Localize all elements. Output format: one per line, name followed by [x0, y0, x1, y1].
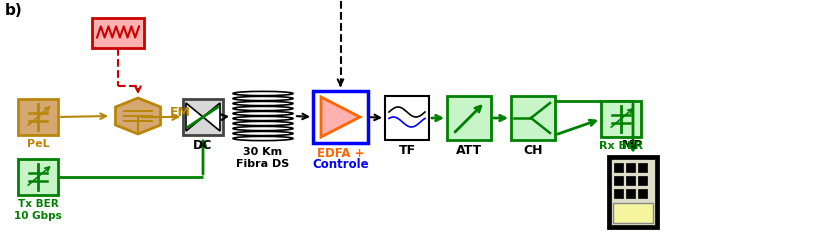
Text: ATT: ATT [456, 144, 482, 157]
Polygon shape [321, 97, 360, 137]
Polygon shape [186, 103, 203, 131]
FancyBboxPatch shape [18, 99, 58, 135]
Ellipse shape [233, 96, 293, 100]
Polygon shape [203, 103, 220, 131]
Ellipse shape [233, 116, 293, 121]
FancyBboxPatch shape [601, 101, 641, 137]
FancyBboxPatch shape [626, 189, 635, 198]
Ellipse shape [233, 91, 293, 96]
Ellipse shape [233, 136, 293, 140]
FancyBboxPatch shape [608, 156, 658, 228]
Ellipse shape [233, 122, 293, 126]
Ellipse shape [233, 126, 293, 130]
FancyBboxPatch shape [92, 18, 144, 48]
FancyBboxPatch shape [18, 159, 58, 195]
FancyBboxPatch shape [638, 176, 647, 185]
FancyBboxPatch shape [613, 203, 653, 223]
Text: MP: MP [622, 139, 643, 152]
FancyBboxPatch shape [614, 163, 623, 172]
Text: 30 Km
Fibra DS: 30 Km Fibra DS [237, 147, 289, 169]
Text: b): b) [5, 3, 23, 18]
Ellipse shape [233, 112, 293, 116]
FancyBboxPatch shape [447, 96, 491, 140]
Text: Tx BER
10 Gbps: Tx BER 10 Gbps [14, 199, 62, 220]
Text: Controle: Controle [312, 158, 369, 171]
Text: PeL: PeL [26, 139, 50, 149]
FancyBboxPatch shape [638, 163, 647, 172]
FancyBboxPatch shape [626, 163, 635, 172]
Text: EM: EM [170, 106, 191, 120]
FancyBboxPatch shape [313, 91, 368, 143]
FancyBboxPatch shape [511, 96, 555, 140]
FancyBboxPatch shape [611, 159, 655, 225]
Ellipse shape [233, 106, 293, 110]
Text: DC: DC [194, 139, 213, 152]
Text: TF: TF [399, 144, 415, 157]
Ellipse shape [233, 132, 293, 136]
Text: Rx BER: Rx BER [599, 141, 643, 151]
Text: EDFA +: EDFA + [317, 147, 364, 160]
Ellipse shape [233, 102, 293, 105]
FancyBboxPatch shape [638, 189, 647, 198]
FancyBboxPatch shape [183, 99, 223, 135]
FancyBboxPatch shape [614, 189, 623, 198]
Text: CH: CH [523, 144, 543, 157]
Polygon shape [116, 98, 160, 134]
FancyBboxPatch shape [385, 96, 429, 140]
FancyBboxPatch shape [614, 176, 623, 185]
FancyBboxPatch shape [626, 176, 635, 185]
